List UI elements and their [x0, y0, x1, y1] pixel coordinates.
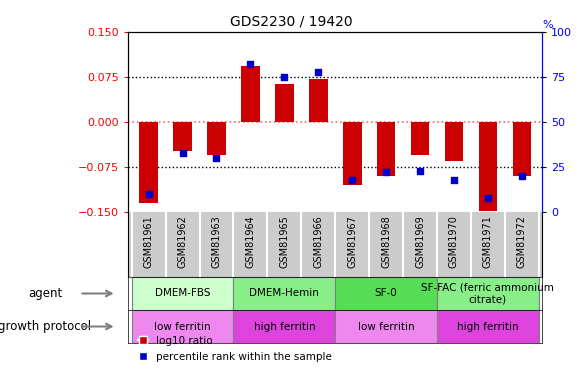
Text: GSM81968: GSM81968 — [381, 215, 391, 268]
Point — [246, 62, 255, 68]
Bar — [512, 122, 531, 176]
Bar — [377, 122, 395, 176]
Bar — [173, 122, 192, 151]
Text: DMEM-Hemin: DMEM-Hemin — [250, 288, 319, 298]
Text: GSM81963: GSM81963 — [212, 215, 222, 268]
Bar — [132, 277, 233, 310]
Point — [347, 177, 357, 183]
Text: low ferritin: low ferritin — [358, 321, 415, 332]
Bar — [309, 79, 328, 122]
Text: GSM81971: GSM81971 — [483, 215, 493, 268]
Text: high ferritin: high ferritin — [254, 321, 315, 332]
Bar — [437, 310, 539, 343]
Text: growth protocol: growth protocol — [0, 320, 92, 333]
Point — [415, 168, 424, 174]
Bar — [410, 122, 429, 155]
Text: GSM81966: GSM81966 — [313, 215, 323, 268]
Text: agent: agent — [28, 287, 62, 300]
Bar — [233, 277, 335, 310]
Text: GSM81964: GSM81964 — [245, 215, 255, 268]
Bar — [335, 277, 437, 310]
Bar — [275, 84, 294, 122]
Text: GSM81970: GSM81970 — [449, 215, 459, 268]
Text: SF-FAC (ferric ammonium
citrate): SF-FAC (ferric ammonium citrate) — [422, 283, 554, 304]
Text: GSM81967: GSM81967 — [347, 215, 357, 268]
Text: GSM81965: GSM81965 — [279, 215, 289, 268]
Text: %: % — [542, 20, 553, 30]
Point — [144, 191, 153, 197]
Legend: log10 ratio, percentile rank within the sample: log10 ratio, percentile rank within the … — [134, 332, 336, 366]
Point — [178, 150, 187, 156]
Text: GDS2230 / 19420: GDS2230 / 19420 — [230, 14, 353, 28]
Point — [449, 177, 459, 183]
Bar — [445, 122, 463, 161]
Bar — [233, 310, 335, 343]
Text: GSM81969: GSM81969 — [415, 215, 425, 268]
Bar — [437, 277, 539, 310]
Point — [381, 170, 391, 176]
Text: GSM81962: GSM81962 — [178, 215, 188, 268]
Point — [517, 173, 526, 179]
Text: GSM81972: GSM81972 — [517, 215, 527, 268]
Bar — [132, 310, 233, 343]
Bar — [207, 122, 226, 155]
Text: low ferritin: low ferritin — [154, 321, 211, 332]
Text: DMEM-FBS: DMEM-FBS — [155, 288, 210, 298]
Point — [483, 195, 493, 201]
Bar — [335, 310, 437, 343]
Point — [280, 74, 289, 80]
Bar — [139, 122, 158, 203]
Text: high ferritin: high ferritin — [457, 321, 519, 332]
Point — [212, 155, 221, 161]
Text: GSM81961: GSM81961 — [143, 215, 153, 268]
Bar — [241, 66, 260, 122]
Bar — [343, 122, 361, 185]
Text: SF-0: SF-0 — [375, 288, 398, 298]
Point — [314, 69, 323, 75]
Bar — [479, 122, 497, 211]
